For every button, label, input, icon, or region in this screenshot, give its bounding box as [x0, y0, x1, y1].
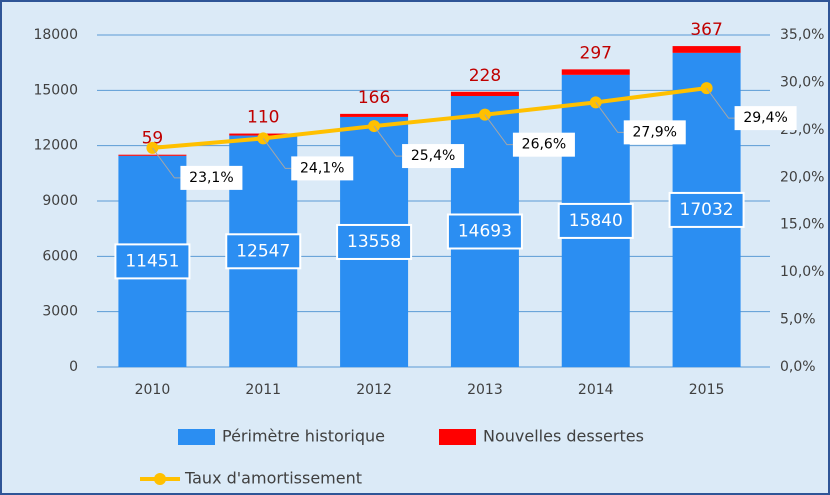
y2-tick-label: 35,0%	[780, 27, 824, 43]
value-label-box	[114, 243, 191, 280]
value-label: 59	[142, 129, 164, 149]
line	[152, 86, 707, 150]
leader-line	[706, 87, 735, 119]
x-tick-label: 2011	[245, 382, 281, 398]
value-label: 15840	[569, 211, 623, 231]
value-label: 110	[247, 108, 279, 128]
bar-segment	[118, 154, 187, 156]
value-label: 17032	[680, 200, 734, 220]
value-label: 367	[690, 20, 722, 40]
leader-line	[373, 125, 403, 157]
line-label-box	[512, 132, 575, 157]
line-label: 27,9%	[633, 124, 677, 140]
line-label: 29,4%	[743, 110, 787, 126]
leader-line	[484, 114, 513, 146]
leader-line	[262, 138, 292, 169]
value-label: 11451	[125, 251, 179, 271]
y2-tick-label: 20,0%	[780, 169, 824, 185]
legend-marker	[154, 473, 166, 485]
y2-tick-label: 10,0%	[780, 264, 824, 280]
bar-segment	[561, 69, 630, 75]
legend-label: Taux d'amortissement	[184, 469, 362, 488]
value-label: 166	[358, 88, 390, 108]
y2-tick-label: 30,0%	[780, 74, 824, 90]
value-label-box	[336, 223, 413, 260]
x-tick-label: 2014	[578, 382, 614, 398]
value-label-box	[225, 233, 302, 270]
value-label-box	[446, 213, 523, 250]
x-tick-label: 2012	[356, 382, 392, 398]
y2-tick-label: 15,0%	[780, 217, 824, 233]
line-label-box	[623, 120, 686, 145]
value-label: 297	[580, 43, 612, 63]
line-label: 25,4%	[411, 148, 455, 164]
line-label: 24,1%	[300, 160, 344, 176]
y-tick-label: 6000	[42, 248, 78, 264]
y-tick-label: 3000	[42, 304, 78, 320]
y-tick-label: 18000	[33, 27, 78, 43]
y-tick-label: 0	[69, 359, 78, 375]
legend-label: Nouvelles dessertes	[483, 427, 644, 446]
leader-line	[152, 147, 181, 179]
y-tick-label: 9000	[42, 193, 78, 209]
leader-line	[595, 102, 624, 133]
x-tick-label: 2015	[689, 382, 725, 398]
legend-label: Périmètre historique	[222, 427, 385, 446]
value-label-box	[668, 191, 745, 228]
legend-swatch	[178, 429, 215, 445]
value-label-box	[557, 202, 634, 239]
legend-swatch	[439, 429, 476, 445]
line-label: 26,6%	[522, 137, 566, 153]
bar-segment	[672, 46, 741, 53]
value-label: 12547	[236, 241, 290, 261]
line-label-box	[734, 106, 797, 131]
value-label: 14693	[458, 221, 512, 241]
line-label-box	[180, 165, 243, 190]
line-label-box	[402, 144, 465, 169]
bar-segment	[450, 91, 519, 96]
y-tick-label: 12000	[33, 138, 78, 154]
line-label-box	[291, 156, 354, 181]
value-label: 228	[469, 66, 501, 86]
y2-tick-label: 5,0%	[780, 312, 816, 328]
x-tick-label: 2010	[135, 382, 171, 398]
y2-tick-label: 0,0%	[780, 359, 816, 375]
line-label: 23,1%	[189, 170, 233, 186]
bar-segment	[340, 113, 409, 117]
y-tick-label: 15000	[33, 82, 78, 98]
value-label: 13558	[347, 232, 401, 252]
x-tick-label: 2013	[467, 382, 503, 398]
